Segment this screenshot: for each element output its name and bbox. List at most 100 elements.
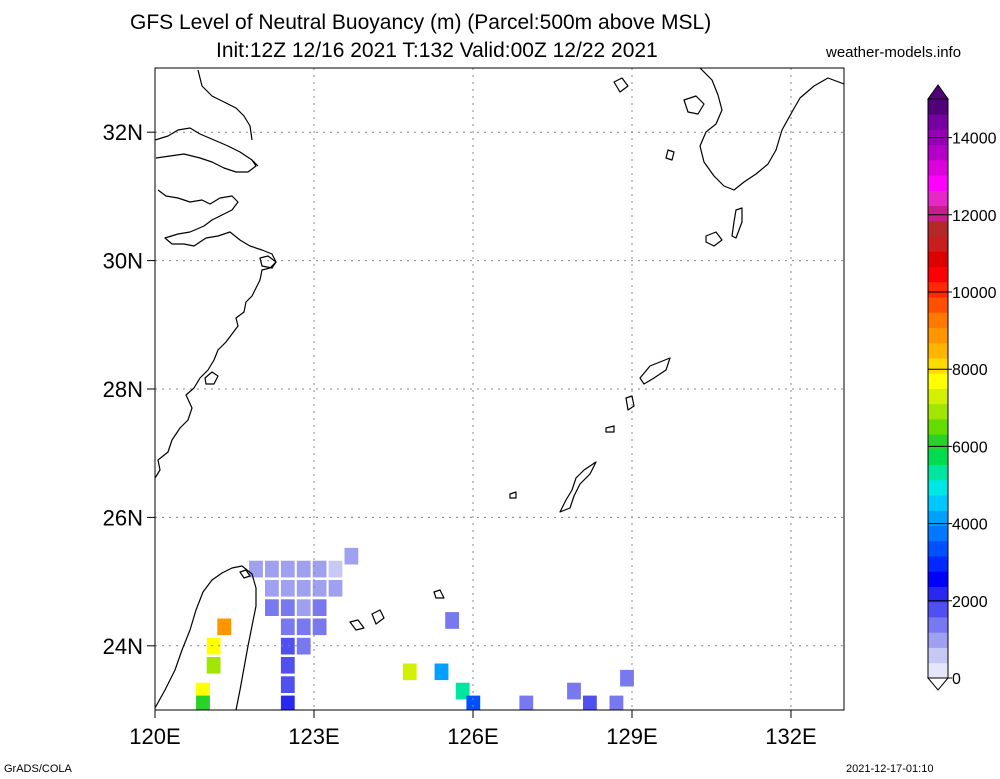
lon-tick-label: 132E	[765, 724, 816, 749]
data-cell	[445, 612, 459, 629]
colorbar-segment	[928, 373, 948, 389]
colorbar-label: 0	[952, 671, 961, 688]
data-cell	[265, 599, 279, 616]
data-cell	[265, 560, 279, 578]
data-cell	[620, 669, 634, 687]
coastline-north	[197, 69, 253, 141]
data-cell	[567, 682, 581, 700]
colorbar-segment	[928, 540, 948, 557]
lat-tick-label: 24N	[103, 634, 143, 659]
data-cell	[344, 547, 359, 565]
colorbar-segment	[928, 175, 948, 191]
colorbar-segment	[928, 144, 948, 161]
site-credit: weather-models.info	[826, 44, 962, 61]
colorbar-segment	[928, 99, 948, 115]
footer-timestamp: 2021-12-17-01:10	[846, 763, 934, 775]
lon-tick-label: 126E	[447, 724, 498, 749]
data-cell	[280, 695, 295, 710]
lon-tick-label: 120E	[129, 724, 180, 749]
lon-tick-label: 123E	[288, 724, 339, 749]
colorbar-label: 12000	[952, 208, 997, 225]
colorbar-segment	[928, 114, 948, 130]
island-okinoerabu	[605, 425, 615, 433]
data-cell	[296, 618, 311, 636]
colorbar-min-cap	[926, 677, 950, 691]
data-cell	[296, 560, 311, 578]
island-tanegashima	[731, 207, 743, 239]
coastline-kyushu	[699, 68, 844, 191]
colorbar-segment	[928, 449, 948, 466]
coastline-yangtze	[155, 127, 259, 167]
island-amakusa	[683, 95, 705, 115]
colorbar-segment	[928, 251, 948, 268]
data-cell	[296, 580, 311, 597]
colorbar-segment	[928, 190, 948, 207]
colorbar-segment	[928, 464, 948, 481]
colorbar-segment	[928, 220, 948, 237]
colorbar-segment	[928, 662, 948, 679]
lat-tick-label: 32N	[103, 120, 143, 145]
colorbar-label: 8000	[952, 362, 988, 379]
island-zhoushan	[259, 255, 277, 269]
colorbar-segment	[928, 571, 948, 587]
lat-tick-label: 28N	[103, 377, 143, 402]
data-cell	[196, 695, 210, 710]
data-cell	[217, 618, 232, 636]
footer-credit-left: GrADS/COLA	[4, 763, 72, 775]
data-cell	[280, 637, 295, 655]
data-cell	[328, 580, 343, 597]
colorbar-segment	[928, 388, 948, 405]
colorbar-label: 2000	[952, 594, 988, 611]
colorbar-segment	[928, 647, 948, 664]
data-cell	[249, 560, 263, 578]
island-yonaguni	[239, 569, 251, 579]
colorbar-segment	[928, 159, 948, 176]
island-miyako	[433, 589, 445, 599]
island-koshiki	[665, 149, 675, 161]
island-coast-small	[204, 371, 219, 385]
data-cell	[312, 580, 327, 597]
data-cell	[196, 682, 210, 700]
colorbar-segment	[928, 205, 948, 222]
data-cell	[312, 599, 327, 616]
lat-tick-label: 30N	[103, 249, 143, 274]
data-cell	[328, 560, 343, 578]
colorbar-segment	[928, 418, 948, 435]
island-okinawa	[559, 461, 597, 513]
lat-tick-label: 26N	[103, 505, 143, 530]
colorbar-segment	[928, 266, 948, 283]
title-line-2: Init:12Z 12/16 2021 T:132 Valid:00Z 12/2…	[216, 39, 658, 62]
data-cell	[609, 695, 624, 710]
data-cell	[402, 663, 417, 681]
colorbar-segment	[928, 403, 948, 420]
data-cell	[296, 599, 311, 616]
island-ishigaki	[349, 609, 385, 631]
data-cell	[265, 580, 279, 597]
coastline-shanghai	[155, 153, 257, 173]
colorbar-max-cap	[927, 84, 949, 100]
colorbar-segment	[928, 312, 948, 328]
colorbar-segment	[928, 327, 948, 344]
title-line-1: GFS Level of Neutral Buoyancy (m) (Parce…	[130, 11, 712, 34]
island-kume	[509, 491, 517, 499]
coastline-china	[155, 189, 277, 479]
colorbar-segment	[928, 632, 948, 648]
island-tokunoshima	[625, 395, 635, 411]
colorbar-label: 4000	[952, 517, 988, 534]
data-cell	[280, 560, 295, 578]
lon-tick-label: 129E	[606, 724, 657, 749]
colorbar-label: 14000	[952, 131, 997, 148]
data-cell	[466, 695, 481, 710]
data-cell	[434, 663, 449, 681]
data-cell	[455, 682, 470, 700]
colorbar-segment	[928, 617, 948, 633]
colorbar-segment	[928, 556, 948, 572]
colorbar-segment	[928, 236, 948, 252]
colorbar-segment	[928, 586, 948, 603]
colorbar-segment	[928, 297, 948, 313]
data-cell	[583, 695, 597, 710]
colorbar-segment	[928, 358, 948, 374]
colorbar-segment	[928, 281, 948, 298]
colorbar-segment	[928, 510, 948, 527]
